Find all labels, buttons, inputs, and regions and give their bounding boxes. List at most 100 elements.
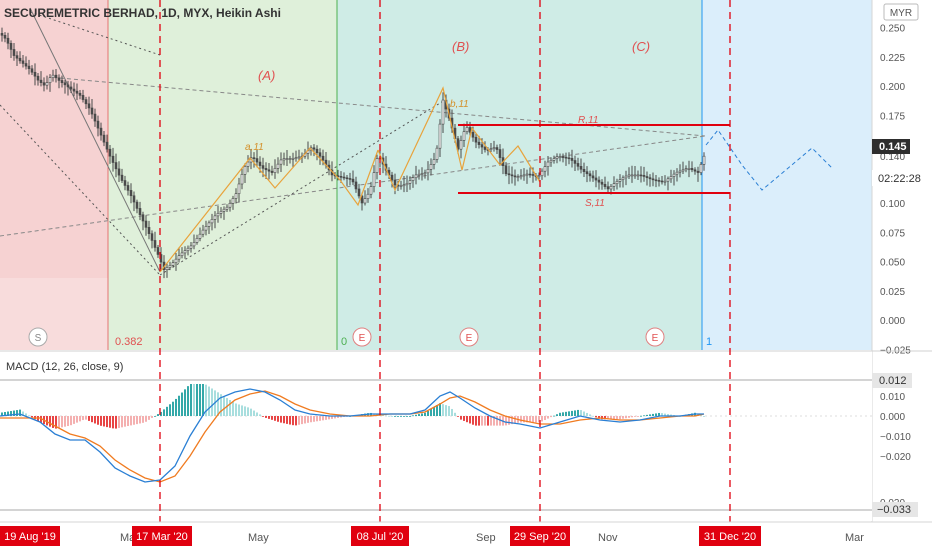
macd-tick: −0.010 xyxy=(880,432,911,443)
hist-bar xyxy=(199,384,201,416)
candle xyxy=(459,135,463,159)
macd-pane[interactable]: MACD (12, 26, close, 9) 0.0200.0100.000−… xyxy=(0,350,932,521)
candle xyxy=(117,161,121,182)
hist-bar xyxy=(187,386,189,416)
candle xyxy=(270,165,274,176)
hist-bar xyxy=(67,416,69,427)
candle xyxy=(351,170,355,186)
candle xyxy=(282,152,286,166)
candle xyxy=(657,177,661,187)
hist-bar xyxy=(466,416,468,423)
hist-bar xyxy=(31,416,33,418)
price-tick: 0.225 xyxy=(880,53,905,64)
candle xyxy=(189,241,193,253)
hist-bar xyxy=(133,416,135,425)
hist-bar xyxy=(436,405,438,416)
time-axis[interactable]: Mar May Sep Nov Mar 19 Aug '19 17 Mar '2… xyxy=(0,521,932,550)
macd-tick: −0.020 xyxy=(880,452,911,463)
last-price-tag xyxy=(872,139,910,154)
candle xyxy=(516,174,520,182)
hist-bar xyxy=(109,416,111,428)
candle xyxy=(540,168,544,180)
hist-bar xyxy=(178,395,180,416)
e-marker-text-2: E xyxy=(466,333,473,344)
candle xyxy=(591,170,595,182)
candle xyxy=(66,80,70,96)
candle xyxy=(252,152,256,168)
candle xyxy=(225,204,229,213)
candle xyxy=(621,175,625,188)
candle xyxy=(111,147,115,172)
hist-bar xyxy=(124,416,126,427)
candle xyxy=(495,144,499,155)
candle xyxy=(342,172,346,181)
candle xyxy=(576,157,580,171)
hist-bar xyxy=(475,416,477,426)
wave-labels: (A) (B) (C) a,11 b,11 R,11 S,11 0.382 0 … xyxy=(115,39,712,348)
hist-bar xyxy=(658,412,660,416)
hist-bar xyxy=(613,416,615,420)
candle xyxy=(21,55,25,68)
candle xyxy=(264,162,268,180)
candle xyxy=(0,27,4,42)
hist-bar xyxy=(259,414,261,416)
hist-bar xyxy=(553,415,555,417)
hist-bar xyxy=(205,384,207,416)
candle xyxy=(18,51,22,64)
hist-bar xyxy=(472,416,474,425)
date-tag-3-text: 08 Jul '20 xyxy=(357,531,404,543)
candle xyxy=(441,92,445,133)
candle xyxy=(414,165,418,185)
hist-bar xyxy=(265,416,267,418)
candle xyxy=(648,174,652,187)
hist-bar xyxy=(181,392,183,416)
hist-bar xyxy=(73,416,75,424)
event-markers[interactable]: S E E E xyxy=(28,327,665,347)
candle xyxy=(465,121,469,135)
hist-bar xyxy=(490,416,492,426)
candle xyxy=(624,170,628,186)
s-marker[interactable]: S xyxy=(28,327,48,347)
hist-bar xyxy=(460,416,462,420)
wave-a xyxy=(159,147,379,273)
hist-bar xyxy=(427,410,429,416)
candle xyxy=(207,220,211,235)
hist-bar xyxy=(514,416,516,424)
hist-bar xyxy=(97,416,99,425)
candle xyxy=(603,176,607,190)
hist-bar xyxy=(220,394,222,416)
candle xyxy=(369,181,373,199)
price-axis[interactable]: MYR 0.2500.2250.2000.1750.1250.1000.0750… xyxy=(871,0,932,550)
candle xyxy=(60,75,64,88)
candle xyxy=(156,244,160,258)
hist-bar xyxy=(628,416,630,418)
hist-bar xyxy=(385,415,387,417)
candle xyxy=(75,83,79,101)
candle xyxy=(483,141,487,153)
candle xyxy=(129,183,133,204)
hist-bar xyxy=(250,408,252,416)
candle xyxy=(108,144,112,164)
candle xyxy=(525,169,529,184)
candle xyxy=(642,166,646,182)
candle xyxy=(30,65,34,75)
candle xyxy=(366,188,370,203)
candle xyxy=(399,180,403,190)
candle xyxy=(543,160,547,178)
date-tag-5 xyxy=(699,526,761,546)
candle xyxy=(417,169,421,180)
price-tick: 0.025 xyxy=(880,287,905,298)
e-marker-3[interactable]: E xyxy=(645,327,665,347)
candle xyxy=(171,259,175,268)
candle xyxy=(696,166,700,182)
hist-bar xyxy=(274,416,276,421)
hist-bar xyxy=(1,412,3,416)
candle xyxy=(636,170,640,180)
candle xyxy=(615,178,619,190)
macd-upper-tag xyxy=(872,373,912,388)
hist-bar xyxy=(301,416,303,425)
e-marker-1[interactable]: E xyxy=(352,327,372,347)
e-marker-2[interactable]: E xyxy=(459,327,479,347)
hist-bar xyxy=(253,410,255,416)
